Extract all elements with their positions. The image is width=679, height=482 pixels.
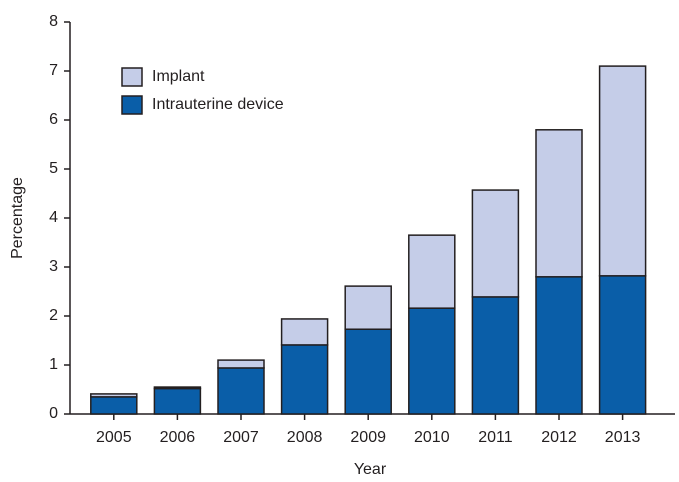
bar-segment [217,367,265,415]
x-tick-label: 2010 [414,429,450,446]
y-tick-label: 1 [49,356,58,373]
legend-label: Implant [152,68,205,85]
y-tick-label: 5 [49,160,58,177]
bar-segment [344,328,392,415]
y-tick-label: 8 [49,13,58,30]
y-tick-label: 3 [49,258,58,275]
bar-segment [598,65,647,277]
x-tick-label: 2012 [541,429,577,446]
bar-segment [471,189,520,298]
bar-segment [90,396,138,415]
legend-label: Intrauterine device [152,96,284,113]
bar-segment [280,318,329,346]
x-tick-label: 2005 [96,429,132,446]
x-tick-label: 2011 [478,429,513,446]
bar-segment [408,307,456,415]
bar-segment [471,296,520,415]
x-axis-label: Year [354,461,387,478]
y-tick-label: 7 [49,62,58,79]
legend-swatch [121,67,143,87]
x-tick-label: 2006 [160,429,196,446]
y-axis-label: Percentage [9,177,26,259]
bar-segment [280,344,329,415]
y-tick-label: 6 [49,111,58,128]
x-tick-label: 2007 [223,429,259,446]
bar-segment [535,129,583,278]
y-tick-label: 4 [49,209,58,226]
x-tick-label: 2009 [350,429,386,446]
y-tick-label: 2 [49,307,58,324]
bar-segment [153,387,202,415]
bar-segment [153,386,202,390]
x-tick-label: 2008 [287,429,323,446]
legend-swatch [121,95,143,115]
bar-segment [408,234,456,309]
bar-segment [598,275,647,415]
bar-segment [344,285,392,330]
bar-segment [90,393,138,398]
bar-segment [535,276,583,415]
y-tick-label: 0 [49,405,58,422]
bar-segment [217,359,265,369]
x-tick-label: 2013 [605,429,641,446]
